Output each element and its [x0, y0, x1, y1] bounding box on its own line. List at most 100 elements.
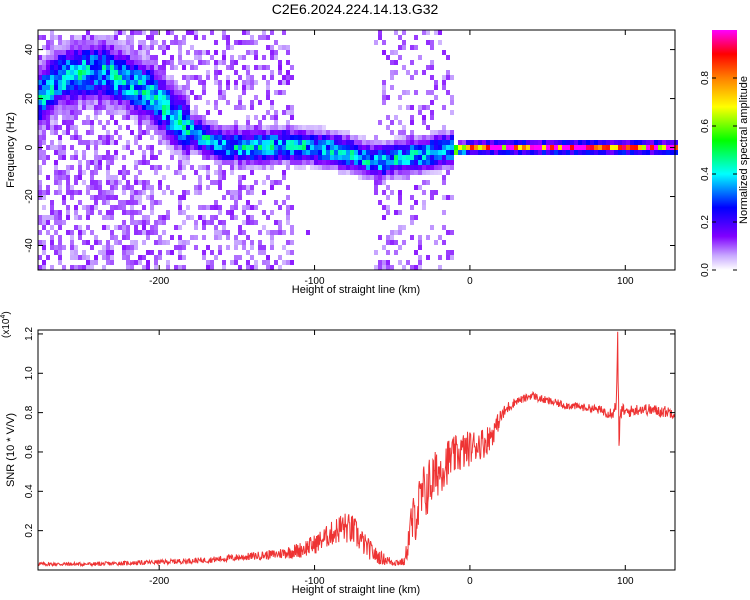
heatmap-cell — [202, 35, 206, 40]
heatmap-cell — [398, 210, 402, 215]
heatmap-cell — [66, 210, 70, 215]
heatmap-cell — [146, 70, 150, 75]
heatmap-cell — [42, 35, 46, 40]
heatmap-cell — [206, 155, 210, 160]
heatmap-cell — [66, 165, 70, 170]
heatmap-cell — [174, 115, 178, 120]
heatmap-cell — [70, 155, 74, 160]
heatmap-cell — [250, 140, 254, 145]
heatmap-cell — [254, 125, 258, 130]
heatmap-cell — [438, 130, 442, 135]
heatmap-cell — [270, 230, 274, 235]
heatmap-cell — [250, 245, 254, 250]
heatmap-cell — [82, 70, 86, 75]
heatmap-cell — [86, 35, 90, 40]
heatmap-cell — [134, 85, 138, 90]
heatmap-cell — [254, 165, 258, 170]
heatmap-cell — [218, 150, 222, 155]
heatmap-cell — [346, 130, 350, 135]
heatmap-cell — [86, 120, 90, 125]
heatmap-cell — [114, 240, 118, 245]
heatmap-cell — [82, 205, 86, 210]
heatmap-cell — [430, 75, 434, 80]
heatmap-cell — [242, 105, 246, 110]
heatmap-cell — [214, 100, 218, 105]
heatmap-cell — [102, 85, 106, 90]
heatmap-cell — [58, 155, 62, 160]
heatmap-cell — [206, 265, 210, 270]
heatmap-cell — [146, 185, 150, 190]
heatmap-cell — [154, 130, 158, 135]
heatmap-cell — [122, 165, 126, 170]
heatmap-cell — [106, 75, 110, 80]
heatmap-cell — [94, 235, 98, 240]
heatmap-cell — [418, 155, 422, 160]
heatmap-cell — [378, 30, 382, 35]
heatmap-cell — [94, 240, 98, 245]
heatmap-cell — [222, 30, 226, 35]
heatmap-cell — [110, 100, 114, 105]
heatmap-cell — [422, 115, 426, 120]
heatmap-cell — [402, 125, 406, 130]
heatmap-cell — [246, 70, 250, 75]
heatmap-cell — [278, 180, 282, 185]
heatmap-cell — [378, 175, 382, 180]
heatmap-cell — [414, 160, 418, 165]
heatmap-cell — [174, 125, 178, 130]
heatmap-cell — [526, 140, 530, 145]
heatmap-cell — [194, 120, 198, 125]
heatmap-cell — [98, 185, 102, 190]
heatmap-cell — [106, 245, 110, 250]
heatmap-cell — [126, 235, 130, 240]
heatmap-cell — [522, 150, 526, 155]
heatmap-cell — [458, 140, 462, 145]
heatmap-cell — [490, 150, 494, 155]
heatmap-cell — [102, 35, 106, 40]
heatmap-cell — [390, 150, 394, 155]
heatmap-cell — [262, 135, 266, 140]
heatmap-cell — [382, 205, 386, 210]
heatmap-cell — [190, 30, 194, 35]
heatmap-cell — [70, 165, 74, 170]
heatmap-cell — [242, 160, 246, 165]
heatmap-cell — [46, 60, 50, 65]
heatmap-cell — [346, 145, 350, 150]
heatmap-cell — [278, 60, 282, 65]
heatmap-cell — [386, 140, 390, 145]
heatmap-cell — [390, 85, 394, 90]
colorbar: 0.00.20.40.60.8 Normalized spectral ampl… — [700, 30, 750, 277]
heatmap-cell — [162, 50, 166, 55]
heatmap-cell — [286, 155, 290, 160]
heatmap-cell — [142, 105, 146, 110]
heatmap-cell — [126, 260, 130, 265]
heatmap-cell — [350, 155, 354, 160]
heatmap-cell — [262, 155, 266, 160]
heatmap-cell — [214, 50, 218, 55]
heatmap-cell — [170, 75, 174, 80]
heatmap-cell — [54, 180, 58, 185]
heatmap-cell — [370, 165, 374, 170]
heatmap-cell — [442, 210, 446, 215]
heatmap-cell — [50, 240, 54, 245]
heatmap-cell — [410, 155, 414, 160]
heatmap-cell — [326, 145, 330, 150]
heatmap-cell — [82, 40, 86, 45]
heatmap-cell — [202, 120, 206, 125]
heatmap-cell — [346, 165, 350, 170]
heatmap-cell — [98, 55, 102, 60]
heatmap-cell — [122, 80, 126, 85]
heatmap-cell — [194, 245, 198, 250]
heatmap-cell — [158, 90, 162, 95]
heatmap-cell — [430, 115, 434, 120]
heatmap-cell — [86, 140, 90, 145]
heatmap-cell — [154, 170, 158, 175]
heatmap-cell — [206, 120, 210, 125]
heatmap-cell — [82, 65, 86, 70]
heatmap-cell — [46, 145, 50, 150]
heatmap-cell — [58, 110, 62, 115]
heatmap-cell — [198, 140, 202, 145]
heatmap-cell — [74, 50, 78, 55]
heatmap-cell — [210, 120, 214, 125]
heatmap-cell — [442, 225, 446, 230]
heatmap-cell — [106, 255, 110, 260]
